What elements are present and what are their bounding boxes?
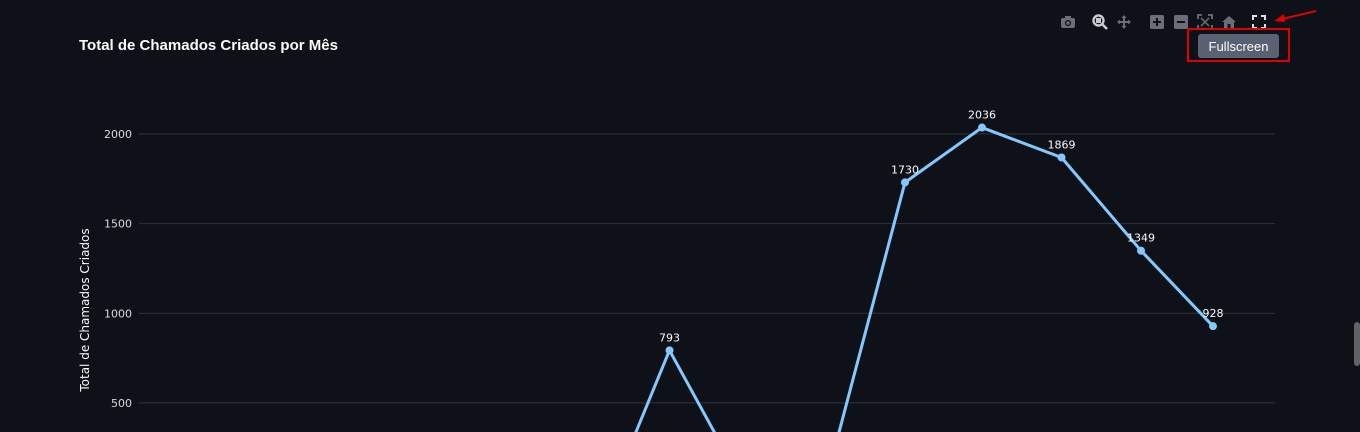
data-label: 793 [659,331,680,344]
data-label: 928 [1203,307,1224,320]
y-tick-label: 1000 [104,307,132,320]
annotation-arrow [1274,10,1317,22]
modebar [1058,12,1278,32]
y-tick-label: 500 [111,397,132,410]
fullscreen-icon[interactable] [1249,12,1269,32]
fullscreen-button[interactable]: Fullscreen [1198,34,1279,58]
chart-title: Total de Chamados Criados por Mês [79,37,338,54]
page-scrollbar[interactable] [1354,322,1360,366]
data-label: 2036 [968,109,996,122]
data-point [1137,246,1145,255]
autoscale-icon[interactable] [1195,12,1215,32]
data-point [901,178,909,187]
data-point [1057,153,1066,162]
data-label: 1869 [1048,138,1076,151]
zoom-icon[interactable] [1090,12,1110,32]
y-tick-label: 2000 [104,128,132,141]
y-axis-title: Total de Chamados Criados [78,228,92,392]
data-point [665,346,674,355]
data-label: 1349 [1127,232,1155,245]
data-point [1209,322,1217,331]
y-tick-label: 1500 [104,218,132,231]
camera-icon[interactable] [1058,12,1078,32]
pan-icon[interactable] [1114,12,1134,32]
reset-axes-icon[interactable] [1219,12,1239,32]
annotation-highlight-box [1187,28,1290,62]
data-point [978,123,986,132]
zoom-in-icon[interactable] [1147,12,1167,32]
data-label: 1730 [891,163,919,176]
zoom-out-icon[interactable] [1171,12,1191,32]
